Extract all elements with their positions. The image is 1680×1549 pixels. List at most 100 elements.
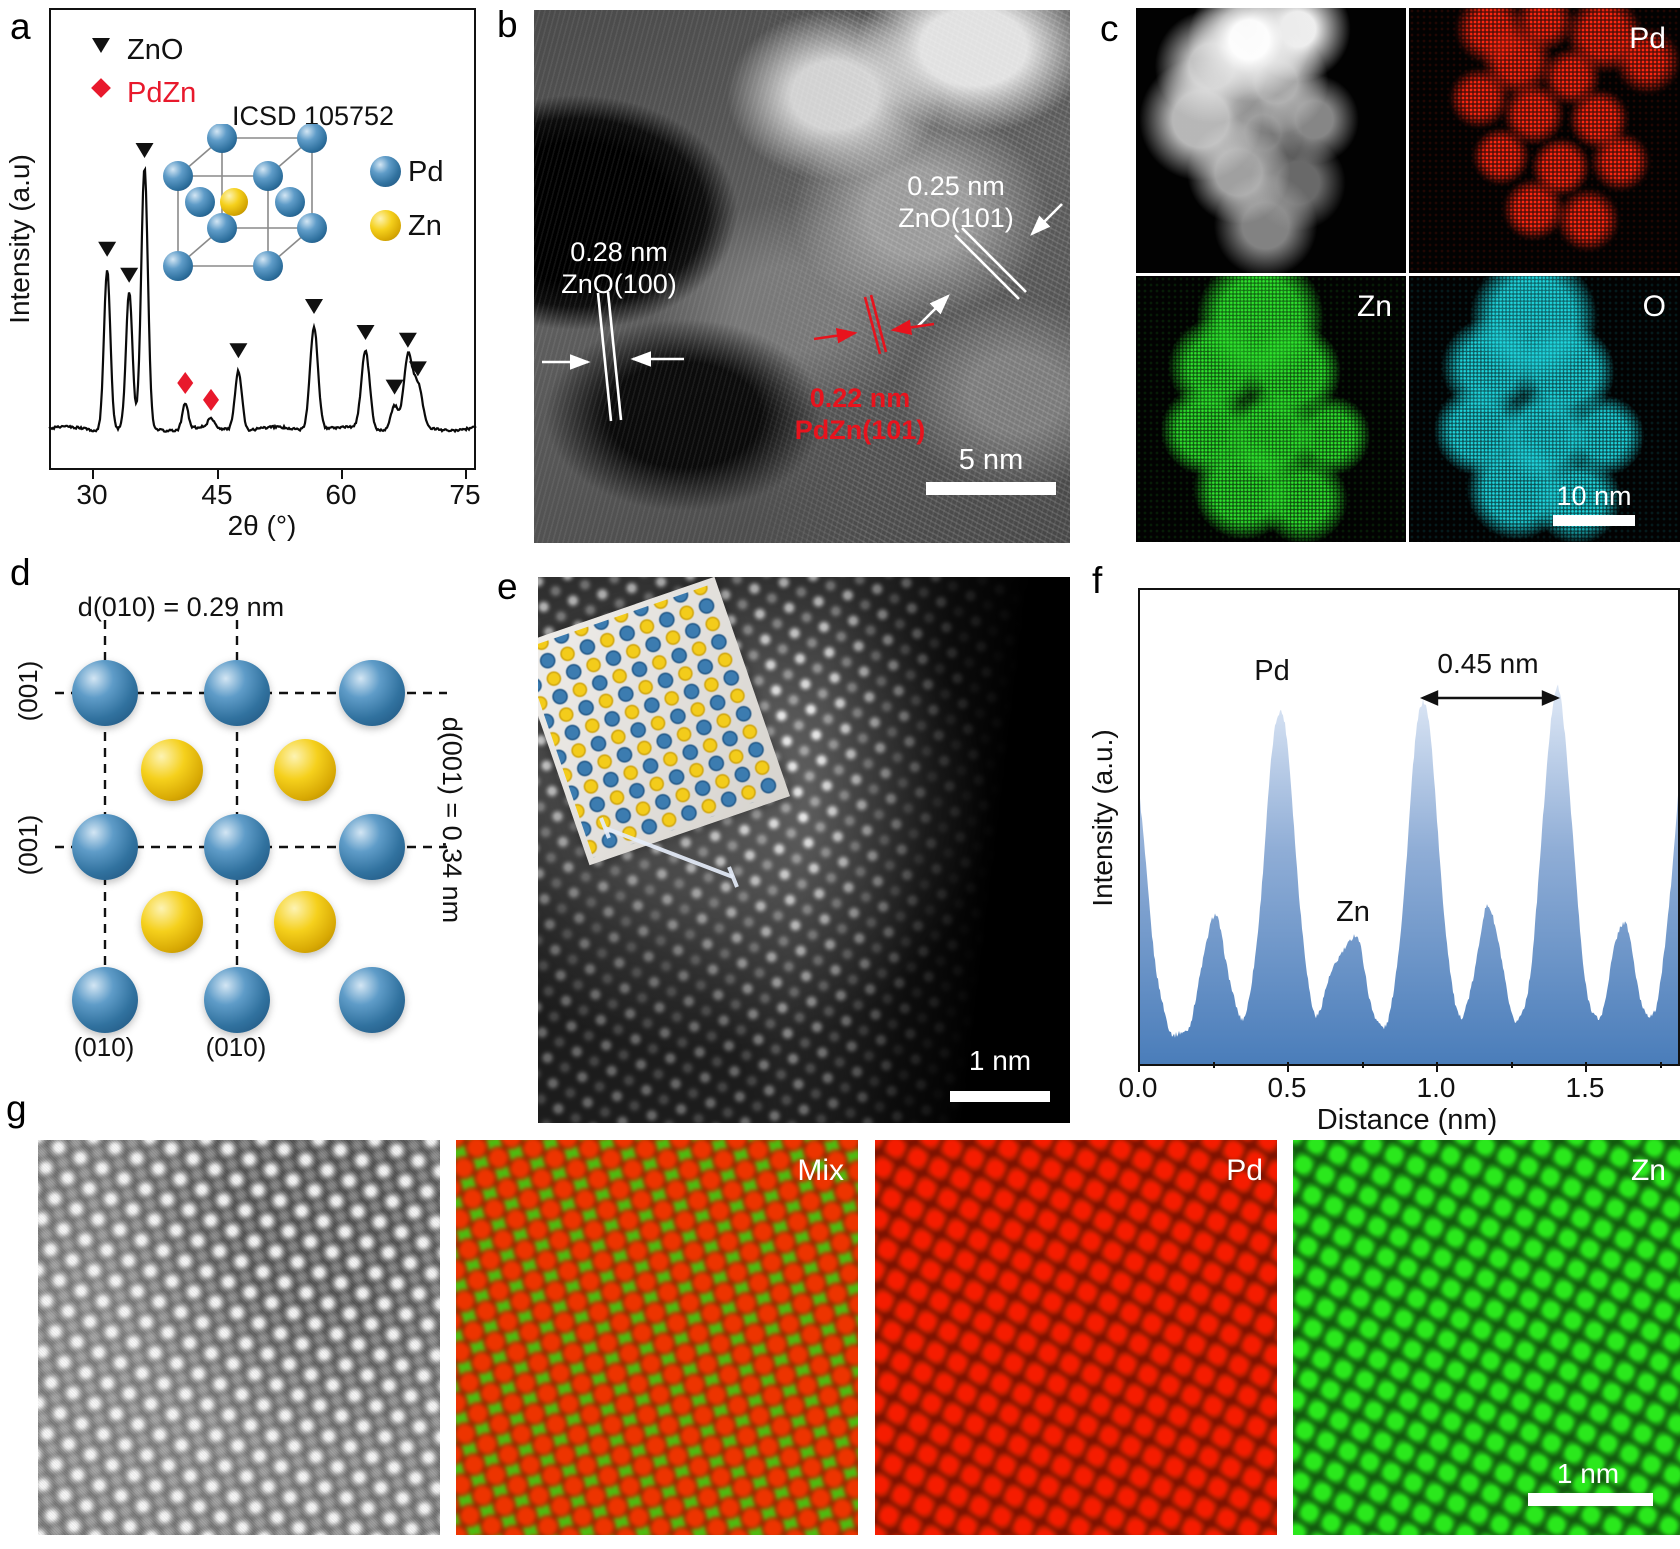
- xrd-plot-frame: [49, 8, 476, 470]
- c-scalebar: [1553, 515, 1635, 526]
- profile-xaxis-label: Distance (nm): [1316, 1104, 1498, 1136]
- panel-e-letter: e: [497, 566, 518, 607]
- profile-plot-frame: [1138, 588, 1680, 1066]
- profile-045nm-annotation: 0.45 nm: [1437, 648, 1539, 679]
- xrd-ticklabel-60: 60: [325, 479, 357, 510]
- pd-tile-label: Pd: [1226, 1154, 1263, 1187]
- g-scalebar-label: 1 nm: [1556, 1458, 1620, 1489]
- mix-tile-label: Mix: [797, 1154, 844, 1187]
- e-scalebar-label: 1 nm: [968, 1045, 1032, 1076]
- eds-map-pd: Pd: [1409, 8, 1680, 273]
- pd-front-atoms: [163, 161, 283, 281]
- xrd-yaxis-label: Intensity (a.u): [4, 154, 35, 324]
- zn-center-atom: [220, 188, 248, 216]
- b-scalebar: [926, 482, 1056, 495]
- stem-tile-pd: Pd: [875, 1140, 1277, 1535]
- lattice-fringes-texture: [534, 10, 1070, 543]
- legend-triangle-icon: [92, 38, 110, 53]
- pd-atom: [72, 660, 138, 726]
- eds-o-label: O: [1642, 290, 1666, 323]
- stem-tile-mix: Mix: [456, 1140, 858, 1535]
- f-major-tick: [1585, 1062, 1588, 1072]
- d001-spacing-label: d(001) = 0.34 nm: [437, 716, 468, 924]
- f-major-tick: [1436, 1062, 1439, 1072]
- d010-spacing-label: d(010) = 0.29 nm: [77, 592, 285, 622]
- pdzn-peak-marker: [202, 388, 219, 411]
- hrtem-image: 0.28 nm ZnO(100) 0.25 nm ZnO(101) 0.22 nm P…: [534, 10, 1070, 543]
- zno-peak-marker: [120, 267, 139, 283]
- xrd-tick-30: [92, 470, 94, 479]
- legend-zno-label: ZnO: [127, 34, 184, 66]
- f-ticklabel-05: 0.5: [1267, 1072, 1307, 1103]
- zno-peak-marker: [98, 241, 117, 257]
- spacing-annotation-zno100: 0.28 nm ZnO(100): [561, 237, 677, 299]
- pd-atom: [204, 814, 270, 880]
- f-major-tick: [1138, 1062, 1140, 1072]
- eds-pd-label: Pd: [1629, 22, 1666, 55]
- profile-line-marker: [599, 817, 739, 888]
- f-major-tick: [1287, 1062, 1290, 1072]
- pd-atom: [204, 660, 270, 726]
- zn-legend-sphere: [370, 210, 401, 241]
- stem-atomic-image: 1 nm: [538, 577, 1070, 1123]
- profile-pd-label: Pd: [1254, 655, 1290, 687]
- zn-atom: [274, 891, 336, 953]
- eds-map-grid: Pd Zn O 10 nm: [1136, 8, 1680, 542]
- pd-atom: [72, 967, 138, 1033]
- f-ticklabel-15: 1.5: [1565, 1072, 1605, 1103]
- profile-zn-label: Zn: [1336, 896, 1370, 928]
- xrd-ticklabel-75: 75: [449, 479, 481, 510]
- f-minor-tick: [1510, 1062, 1513, 1068]
- lattice-fringes-texture2: [534, 10, 1070, 543]
- pd-atom: [204, 967, 270, 1033]
- plane-010-label-2: (010): [205, 1032, 267, 1062]
- zno-peak-marker: [385, 379, 404, 395]
- plane-010-label-1: (010): [73, 1032, 135, 1062]
- xrd-tick-60: [341, 470, 343, 479]
- zn-atom: [141, 891, 203, 953]
- stem-tile-haadf: [38, 1140, 440, 1535]
- b-scalebar-label: 5 nm: [958, 444, 1024, 476]
- legend-pdzn-label: PdZn: [127, 77, 197, 109]
- xrd-ticklabel-45: 45: [201, 479, 233, 510]
- zn-atom: [141, 739, 203, 801]
- hrtem-annotation-lines: [542, 203, 1063, 422]
- f-ticklabel-0: 0.0: [1118, 1072, 1158, 1103]
- g-scalebar: [1528, 1493, 1653, 1506]
- e-scalebar: [950, 1091, 1050, 1102]
- plane-001-label-1: (001): [12, 660, 43, 722]
- xrd-xaxis-label: 2θ (°): [227, 510, 297, 541]
- pd-corner-atoms: [185, 124, 327, 243]
- unit-cell-inset: [163, 124, 327, 281]
- zno-peak-marker: [408, 361, 427, 377]
- pd-atom: [339, 660, 405, 726]
- c-scalebar-label: 10 nm: [1556, 481, 1632, 511]
- xrd-tick-45: [217, 470, 219, 479]
- panel-f-letter: f: [1092, 560, 1103, 601]
- zno-peak-marker: [229, 343, 248, 359]
- profile-curve-svg: [1140, 684, 1678, 1064]
- spacing-annotation-pdzn101: 0.22 nm PdZn(101): [794, 383, 926, 445]
- eds-map-haadf: [1136, 8, 1406, 273]
- panel-b-letter: b: [497, 4, 518, 45]
- plane-001-label-2: (001): [12, 814, 43, 876]
- pd-legend-label: Pd: [408, 156, 444, 188]
- zn-legend-label: Zn: [408, 210, 442, 242]
- f-ticklabel-10: 1.0: [1416, 1072, 1456, 1103]
- pd-atom: [339, 967, 405, 1033]
- zno-peak-marker: [356, 325, 375, 340]
- pd-atom: [72, 814, 138, 880]
- zn-atom: [274, 739, 336, 801]
- eds-zn-label: Zn: [1356, 290, 1392, 323]
- zno-peak-marker: [305, 299, 324, 314]
- zno-peak-marker: [398, 332, 417, 348]
- pd-legend-sphere: [370, 156, 401, 187]
- zn-tile-label: Zn: [1630, 1154, 1666, 1187]
- pd-atom: [339, 814, 405, 880]
- pdzn-peak-marker: [177, 372, 194, 394]
- f-minor-tick: [1212, 1062, 1215, 1068]
- xrd-ticklabel-30: 30: [76, 479, 108, 510]
- xrd-tick-75: [465, 470, 467, 479]
